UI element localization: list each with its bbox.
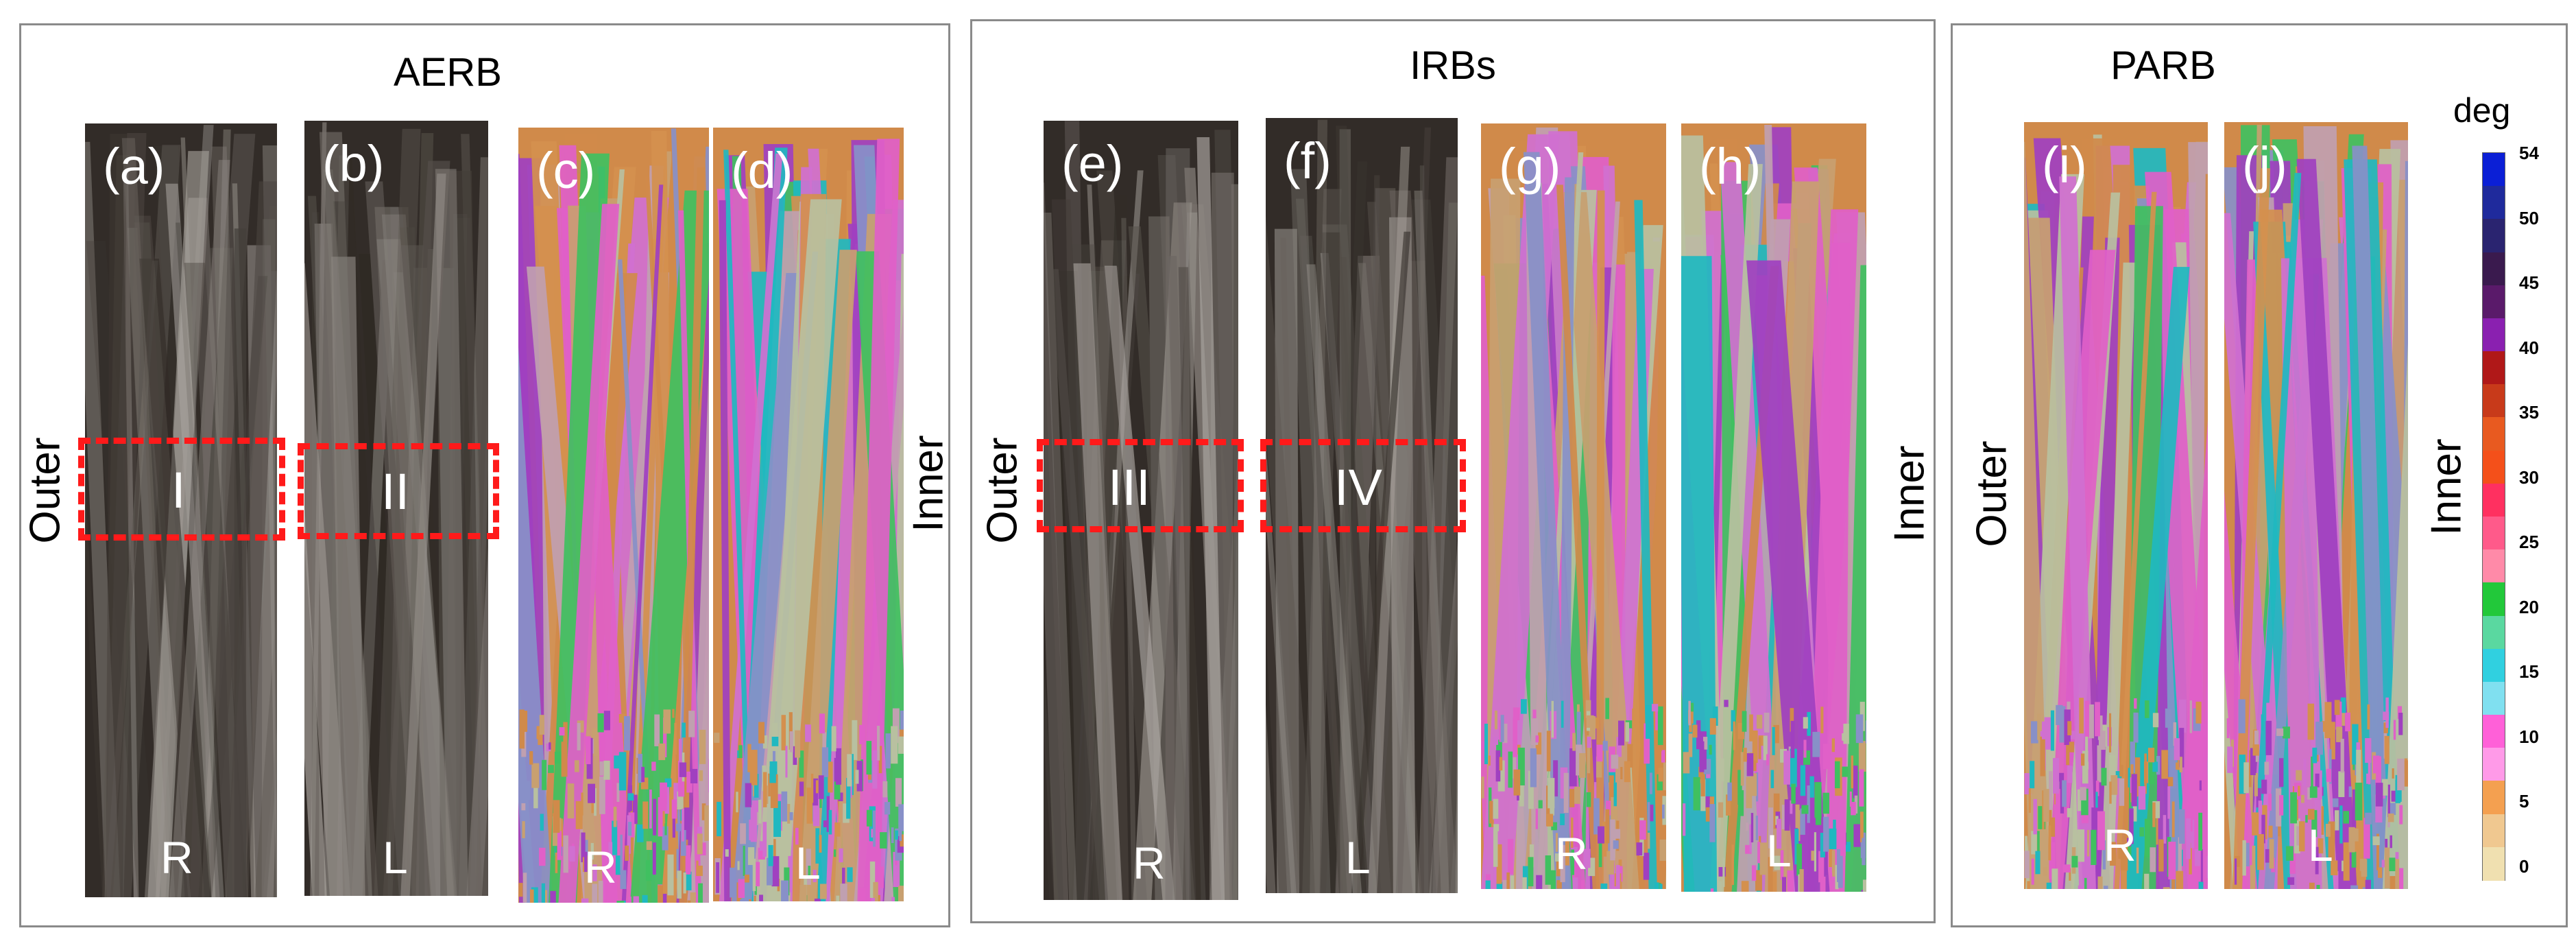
colorbar-tick-label: 50 <box>2519 207 2539 228</box>
side-label-h: L <box>1766 825 1792 876</box>
colorbar-swatch <box>2483 483 2505 517</box>
colorbar-tick-label: 0 <box>2519 856 2529 877</box>
colorbar-tick-label: 45 <box>2519 272 2539 294</box>
region-box-ii <box>298 443 499 539</box>
inner-label-irbs: Inner <box>1886 445 1934 543</box>
colorbar-tick-label: 40 <box>2519 337 2539 358</box>
ebsd-panel-c: (c) R <box>518 128 709 903</box>
irbs-title: IRBs <box>1410 43 1496 88</box>
colorbar-tick-label: 35 <box>2519 402 2539 423</box>
panel-label-f: (f) <box>1284 132 1332 189</box>
side-label-f: L <box>1345 832 1371 883</box>
colorbar-swatch <box>2483 351 2505 386</box>
region-box-iv <box>1260 439 1466 532</box>
colorbar-swatch <box>2483 285 2505 319</box>
panel-label-j: (j) <box>2242 137 2287 193</box>
colorbar-tick-label: 30 <box>2519 466 2539 488</box>
panel-label-c: (c) <box>536 142 596 199</box>
photo-panel-b: (b) L <box>304 121 488 896</box>
colorbar-tick-label: 20 <box>2519 596 2539 617</box>
colorbar-swatch <box>2483 549 2505 584</box>
side-label-i: R <box>2104 820 2136 870</box>
colorbar-tick-label: 15 <box>2519 661 2539 683</box>
parb-title: PARB <box>2110 43 2216 88</box>
colorbar-swatch <box>2483 252 2505 286</box>
region-label-iv: IV <box>1334 459 1382 516</box>
colorbar-tick-label: 5 <box>2519 791 2529 812</box>
colorbar-tick-label: 10 <box>2519 726 2539 747</box>
photo-panel-f: (f) L <box>1266 118 1458 893</box>
colorbar-swatch <box>2483 814 2505 848</box>
colorbar-tick-label: 54 <box>2519 143 2539 163</box>
colorbar-swatch <box>2483 318 2505 353</box>
outer-label-aerb: Outer <box>21 437 69 544</box>
panel-label-g: (g) <box>1499 138 1561 195</box>
colorbar-tick-label: 25 <box>2519 532 2539 553</box>
panel-label-b: (b) <box>322 135 385 192</box>
ebsd-panel-h: (h) L <box>1681 123 1866 892</box>
outer-label-parb: Outer <box>1968 440 2016 547</box>
ebsd-panel-d: (d) L <box>713 128 904 901</box>
region-label-i: I <box>171 462 186 519</box>
colorbar-swatch <box>2483 582 2505 617</box>
colorbar-swatch <box>2483 748 2505 782</box>
colorbar-swatch <box>2483 517 2505 551</box>
side-label-j: L <box>2308 820 2333 870</box>
aerb-title: AERB <box>394 50 502 95</box>
parb-group <box>1951 23 2568 927</box>
ebsd-panel-i: (i) R <box>2024 122 2208 889</box>
panel-label-d: (d) <box>731 142 793 199</box>
region-box-i <box>78 438 285 541</box>
colorbar-swatch <box>2483 417 2505 451</box>
photo-panel-e: (e) R <box>1044 121 1238 900</box>
colorbar-swatch <box>2483 715 2505 749</box>
inner-label-aerb: Inner <box>904 435 952 532</box>
side-label-a: R <box>160 832 193 883</box>
colorbar-swatch <box>2483 384 2505 418</box>
panel-label-a: (a) <box>103 138 165 195</box>
region-label-iii: III <box>1108 459 1151 516</box>
colorbar-swatch <box>2483 648 2505 683</box>
side-label-e: R <box>1133 838 1166 888</box>
colorbar-swatch <box>2483 153 2505 187</box>
colorbar-swatch <box>2483 846 2505 881</box>
colorbar-swatch <box>2483 219 2505 253</box>
ebsd-panel-j: (j) L <box>2224 122 2408 889</box>
side-label-c: R <box>584 842 617 892</box>
panel-label-i: (i) <box>2042 137 2087 193</box>
ebsd-panel-g: (g) R <box>1481 123 1666 889</box>
panel-label-e: (e) <box>1061 135 1124 192</box>
region-box-iii <box>1037 439 1244 532</box>
colorbar <box>2482 152 2505 881</box>
side-label-g: R <box>1555 828 1588 879</box>
colorbar-swatch <box>2483 186 2505 220</box>
colorbar-swatch <box>2483 450 2505 484</box>
irbs-group <box>970 19 1936 923</box>
side-label-d: L <box>795 838 821 888</box>
outer-label-irbs: Outer <box>978 437 1026 544</box>
region-label-ii: II <box>381 463 410 520</box>
aerb-group <box>19 23 950 927</box>
panel-label-h: (h) <box>1699 138 1761 195</box>
colorbar-swatch <box>2483 681 2505 716</box>
colorbar-swatch <box>2483 781 2505 815</box>
inner-label-parb: Inner <box>2422 438 2470 536</box>
side-label-b: L <box>383 832 408 883</box>
colorbar-swatch <box>2483 615 2505 650</box>
colorbar-title: deg <box>2453 91 2511 130</box>
